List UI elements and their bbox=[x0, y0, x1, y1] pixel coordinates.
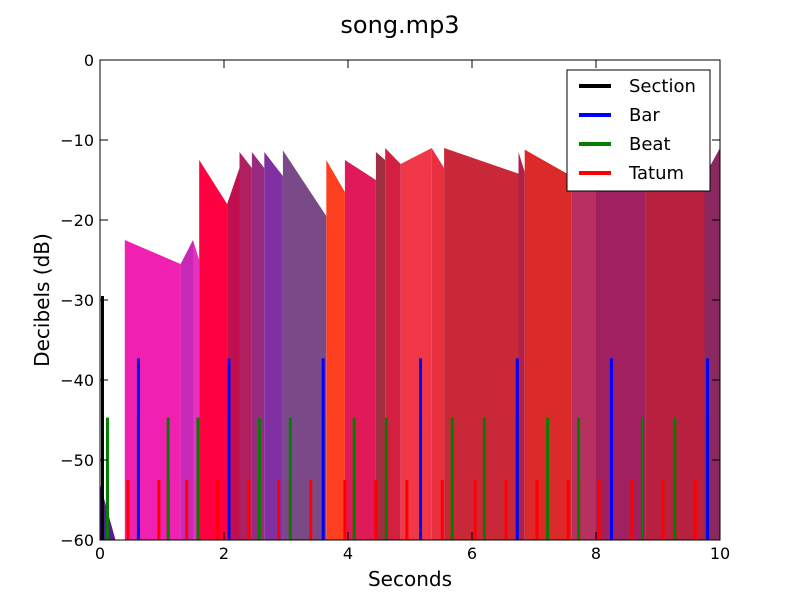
loudness-segment bbox=[251, 152, 265, 540]
x-tick-label: 8 bbox=[591, 544, 601, 563]
loudness-segment bbox=[444, 148, 519, 540]
y-tick-label: −60 bbox=[60, 531, 94, 550]
loudness-segment bbox=[282, 150, 327, 540]
loudness-segment bbox=[199, 160, 228, 540]
x-tick-label: 10 bbox=[710, 544, 730, 563]
legend: Section Bar Beat Tatum bbox=[566, 69, 711, 192]
loudness-segment bbox=[400, 148, 432, 540]
legend-box bbox=[566, 69, 711, 192]
chart-title: song.mp3 bbox=[340, 11, 459, 39]
x-tick-label: 4 bbox=[343, 544, 353, 563]
loudness-segment bbox=[518, 152, 525, 540]
loudness-segments bbox=[100, 148, 720, 540]
loudness-segment bbox=[264, 152, 283, 540]
loudness-segment bbox=[385, 148, 401, 540]
x-tick-label: 6 bbox=[467, 544, 477, 563]
y-tick-label: −20 bbox=[60, 211, 94, 230]
y-axis-label: Decibels (dB) bbox=[30, 233, 54, 367]
loudness-segment bbox=[645, 172, 705, 540]
y-axis: 0 −10 −20 −30 −40 −50 −60 bbox=[60, 51, 720, 550]
beat-markers bbox=[100, 296, 710, 540]
loudness-segment bbox=[124, 240, 181, 540]
legend-label-bar: Bar bbox=[629, 105, 660, 126]
legend-label-section: Section bbox=[629, 76, 696, 97]
x-axis: 0 2 4 6 8 10 bbox=[95, 60, 730, 563]
loudness-segment bbox=[344, 160, 376, 540]
loudness-segment bbox=[239, 152, 252, 540]
legend-label-beat: Beat bbox=[629, 134, 671, 155]
y-tick-label: −30 bbox=[60, 291, 94, 310]
loudness-segment bbox=[571, 172, 596, 540]
loudness-segment bbox=[375, 152, 386, 540]
loudness-segment bbox=[596, 172, 646, 540]
y-tick-label: −40 bbox=[60, 371, 94, 390]
x-axis-label: Seconds bbox=[368, 567, 452, 591]
y-tick-label: −50 bbox=[60, 451, 94, 470]
loudness-segment bbox=[431, 148, 445, 540]
x-tick-label: 0 bbox=[95, 544, 105, 563]
loudness-segment bbox=[326, 160, 345, 540]
x-tick-label: 2 bbox=[219, 544, 229, 563]
loudness-segment bbox=[524, 149, 572, 540]
y-tick-label: −10 bbox=[60, 131, 94, 150]
y-tick-label: 0 bbox=[84, 51, 94, 70]
legend-label-tatum: Tatum bbox=[628, 163, 684, 184]
loudness-segment bbox=[180, 240, 193, 540]
